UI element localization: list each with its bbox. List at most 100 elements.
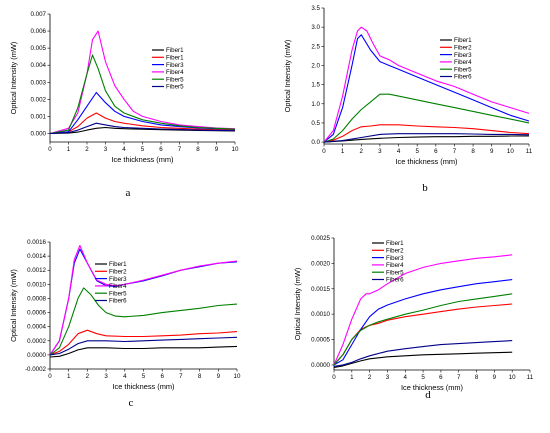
series-line-6	[323, 133, 530, 143]
x-tick-label: 3	[104, 373, 108, 380]
y-tick-label: 0.004	[31, 62, 47, 69]
y-tick-label: 0.0014	[27, 253, 46, 260]
chart-panel-c: 0 1 2 3 4 5 6 7 8 9 10 -0.0002 0.0000 0.0002 0.0004 0.0…	[9, 239, 241, 409]
y-tick-label: 0.5	[311, 120, 320, 127]
x-tick-label: 2	[360, 148, 364, 155]
chart-panel-b: 0 1 2 3 4 5 6 7 8 9 10 11 0.0 0.5 1.0 1.5 2.0 2.5 3.0 3.5 Ic…	[283, 5, 533, 194]
x-tick-label: 1	[67, 373, 71, 380]
legend-label: Fiber3	[454, 52, 472, 59]
y-tick-label: 3.0	[311, 24, 320, 31]
series-line-6	[333, 340, 513, 367]
y-tick-label: 2.0	[311, 62, 320, 69]
series-line-3	[333, 279, 513, 366]
y-tick-label: 0.0006	[27, 310, 46, 317]
legend-label: Fiber6	[386, 277, 404, 284]
x-tick-label: 3	[386, 374, 390, 381]
x-tick-label: 10	[234, 373, 241, 380]
x-tick-label: 5	[415, 148, 419, 155]
y-tick-label: 0.0020	[311, 260, 330, 267]
legend-label: Fiber5	[109, 290, 127, 297]
legend-label: Fiber4	[454, 59, 472, 66]
series-line-2	[333, 303, 513, 366]
x-tick-label: 2	[86, 373, 90, 380]
x-tick-label: 6	[159, 146, 163, 153]
x-tick-label: 8	[471, 148, 475, 155]
legend-label: Fiber5	[166, 84, 184, 91]
series-line-5	[49, 287, 238, 356]
x-axis-title: Ice thickness (mm)	[111, 155, 173, 164]
y-tick-label: -0.0002	[25, 366, 47, 373]
x-tick-label: 9	[490, 148, 494, 155]
y-tick-label: 0.000	[31, 130, 47, 137]
chart-panel-a: 0 1 2 3 4 5 6 7 8 9 10 0.000 0.001 0.002 0.003 0.004 0.0…	[9, 11, 239, 199]
y-tick-label: 1.5	[311, 82, 320, 89]
x-tick-label: 9	[217, 373, 221, 380]
panel-label: a	[126, 187, 131, 199]
x-tick-label: 7	[457, 374, 461, 381]
legend-label: Fiber5	[166, 76, 184, 83]
legend-label: Fiber5	[454, 66, 472, 73]
x-tick-label: 3	[378, 148, 382, 155]
x-axis-title: Ice thickness (mm)	[401, 383, 463, 392]
x-tick-label: 9	[215, 146, 219, 153]
y-tick-label: 0.0025	[311, 235, 330, 242]
x-tick-label: 5	[421, 374, 425, 381]
series-line-2	[49, 112, 236, 135]
series-line-5	[323, 93, 530, 143]
series-line-1	[333, 351, 513, 369]
legend-label: Fiber1	[166, 47, 184, 54]
x-tick-label: 5	[141, 146, 145, 153]
legend-label: Fiber2	[386, 248, 404, 255]
series-line-6	[49, 336, 238, 356]
x-tick-label: 5	[142, 373, 146, 380]
x-tick-label: 9	[493, 374, 497, 381]
y-tick-label: 0.005	[31, 45, 47, 52]
y-tick-label: 3.5	[311, 5, 320, 12]
legend-label: Fiber4	[166, 69, 184, 76]
series-line-4	[49, 244, 238, 356]
series-line-2	[49, 329, 238, 356]
legend-label: Fiber3	[386, 255, 404, 262]
x-tick-label: 2	[368, 374, 372, 381]
x-tick-label: 1	[350, 374, 354, 381]
x-tick-label: 4	[123, 373, 127, 380]
legend-label: Fiber3	[109, 276, 127, 283]
y-tick-label: 0.0004	[27, 324, 46, 331]
x-tick-label: 2	[85, 146, 89, 153]
x-tick-label: 11	[526, 148, 533, 155]
y-tick-label: 0.0008	[27, 295, 46, 302]
panel-label: b	[422, 182, 428, 194]
y-tick-label: 0.007	[31, 11, 47, 18]
y-tick-label: 2.5	[311, 43, 320, 50]
series-line-6	[49, 122, 236, 135]
series-line-4	[49, 30, 236, 135]
y-tick-label: 0.0000	[311, 362, 330, 369]
y-tick-label: 0.003	[31, 79, 47, 86]
x-tick-label: 1	[67, 146, 71, 153]
x-tick-label: 0	[48, 373, 52, 380]
x-tick-label: 0	[322, 148, 326, 155]
y-tick-label: 0.006	[31, 28, 47, 35]
x-tick-label: 8	[198, 373, 202, 380]
x-tick-label: 4	[397, 148, 401, 155]
legend-label: Fiber5	[386, 269, 404, 276]
x-tick-label: 3	[104, 146, 108, 153]
x-tick-label: 0	[332, 374, 336, 381]
x-tick-label: 6	[434, 148, 438, 155]
y-tick-label: 0.002	[31, 96, 47, 103]
y-tick-label: 0.0010	[27, 281, 46, 288]
x-tick-label: 0	[48, 146, 52, 153]
y-axis-title: Optical Intensity (mW)	[9, 42, 18, 115]
x-axis-title: Ice thickness (mm)	[395, 157, 457, 166]
x-tick-label: 4	[404, 374, 408, 381]
y-tick-label: 0.001	[31, 113, 47, 120]
legend-label: Fiber1	[109, 261, 127, 268]
legend-label: Fiber1	[386, 240, 404, 247]
legend-label: Fiber4	[386, 262, 404, 269]
series-line-1	[49, 345, 238, 358]
legend-label: Fiber6	[454, 74, 472, 81]
y-tick-label: 0.0	[311, 139, 320, 146]
